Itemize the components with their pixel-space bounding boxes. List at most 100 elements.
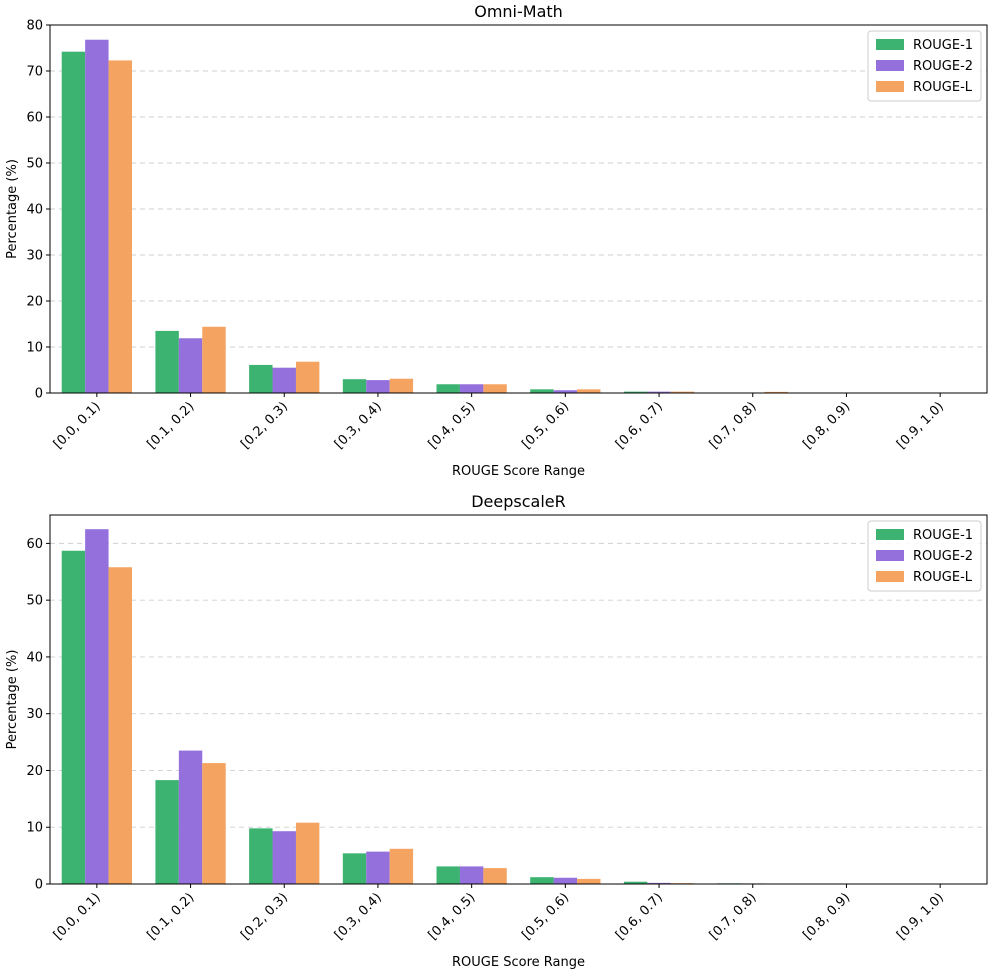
x-axis-label: ROUGE Score Range xyxy=(452,464,585,479)
x-tick-label: [0.6, 0.7) xyxy=(613,399,666,452)
bar-rouge-2-4 xyxy=(366,380,390,393)
bar-rouge-l-4 xyxy=(389,848,414,884)
legend-label-rouge-1: ROUGE-1 xyxy=(913,528,973,543)
y-tick-label: 50 xyxy=(26,594,43,609)
x-tick-label: [0.0, 0.1) xyxy=(51,399,104,452)
legend-swatch-rouge-l xyxy=(876,571,904,582)
bar-rouge-l-5 xyxy=(483,384,507,393)
legend: ROUGE-1 ROUGE-2 ROUGE-L xyxy=(867,30,982,102)
bar-rouge-1-1 xyxy=(61,550,86,884)
legend-swatch-rouge-2 xyxy=(876,550,904,561)
chart-panel-1: 0 10 20 30 40 50 60 70 80 [0.0, 0.1) [0.1, 0.2) [0.… xyxy=(5,2,988,479)
y-tick-label: 30 xyxy=(26,249,43,264)
y-tick-label: 30 xyxy=(26,707,43,722)
bar-rouge-1-2 xyxy=(155,780,179,884)
y-tick-label: 20 xyxy=(26,764,43,779)
y-tick-label: 10 xyxy=(26,821,43,836)
y-tick-label: 50 xyxy=(26,157,43,172)
x-tick-label: [0.8, 0.9) xyxy=(800,890,853,943)
x-tick-label: [0.1, 0.2) xyxy=(145,399,198,452)
bar-rouge-1-4 xyxy=(342,853,367,884)
y-tick-label: 40 xyxy=(26,650,43,665)
legend: ROUGE-1 ROUGE-2 ROUGE-L xyxy=(867,520,982,592)
bar-rouge-2-1 xyxy=(85,529,109,884)
bar-rouge-l-7 xyxy=(670,391,695,393)
bar-rouge-1-3 xyxy=(249,364,273,393)
legend-label-rouge-l: ROUGE-L xyxy=(913,80,973,95)
x-axis-label: ROUGE Score Range xyxy=(452,955,585,970)
bar-rouge-1-5 xyxy=(436,866,460,884)
y-tick-label: 80 xyxy=(26,19,43,34)
y-tick-label: 40 xyxy=(26,203,43,218)
bar-rouge-l-3 xyxy=(295,361,320,393)
x-tick-label: [0.9, 1.0) xyxy=(894,399,947,452)
bar-rouge-l-6 xyxy=(577,389,601,393)
x-tick-label: [0.6, 0.7) xyxy=(613,890,666,943)
y-tick-label: 0 xyxy=(35,387,43,402)
bar-rouge-1-6 xyxy=(530,389,554,393)
bar-rouge-l-6 xyxy=(577,878,601,884)
bar-rouge-1-2 xyxy=(155,330,179,393)
bar-rouge-2-3 xyxy=(272,831,296,884)
bar-rouge-2-2 xyxy=(178,750,203,884)
chart-title: Omni-Math xyxy=(474,2,563,21)
legend-label-rouge-2: ROUGE-2 xyxy=(913,549,973,564)
bar-rouge-l-2 xyxy=(202,326,226,393)
x-tick-label: [0.2, 0.3) xyxy=(238,399,291,452)
y-tick-label: 70 xyxy=(26,65,43,80)
bar-rouge-1-7 xyxy=(623,391,648,393)
x-tick-label: [0.4, 0.5) xyxy=(426,399,479,452)
bar-rouge-2-2 xyxy=(178,338,203,393)
y-tick-label: 60 xyxy=(26,537,43,552)
x-tick-label: [0.2, 0.3) xyxy=(238,890,291,943)
x-tick-label: [0.4, 0.5) xyxy=(426,890,479,943)
x-tick-label: [0.9, 1.0) xyxy=(894,890,947,943)
y-tick-label: 20 xyxy=(26,295,43,310)
bar-rouge-2-3 xyxy=(272,367,296,393)
x-tick-label: [0.7, 0.8) xyxy=(707,399,760,452)
bar-rouge-l-5 xyxy=(483,868,507,884)
bar-rouge-1-5 xyxy=(436,384,460,393)
legend-swatch-rouge-l xyxy=(876,81,904,92)
plot-frame xyxy=(49,514,988,885)
y-axis-label: Percentage (%) xyxy=(5,159,20,259)
bar-rouge-1-3 xyxy=(249,828,273,884)
bar-rouge-1-4 xyxy=(342,379,367,393)
bar-rouge-2-7 xyxy=(647,882,671,884)
bar-rouge-2-5 xyxy=(459,384,484,393)
bar-rouge-1-1 xyxy=(61,51,86,394)
chart-title: DeepscaleR xyxy=(471,492,566,511)
x-tick-label: [0.7, 0.8) xyxy=(707,890,760,943)
y-axis-label: Percentage (%) xyxy=(5,650,20,750)
bar-rouge-2-5 xyxy=(459,866,484,884)
legend-label-rouge-1: ROUGE-1 xyxy=(913,38,973,53)
legend-swatch-rouge-1 xyxy=(876,529,904,540)
y-tick-label: 60 xyxy=(26,111,43,126)
bar-rouge-l-3 xyxy=(295,822,320,884)
x-tick-label: [0.8, 0.9) xyxy=(800,399,853,452)
bar-rouge-2-6 xyxy=(553,390,578,393)
y-tick-label: 10 xyxy=(26,341,43,356)
bar-rouge-2-4 xyxy=(366,851,390,884)
bar-rouge-2-7 xyxy=(647,391,671,393)
bar-rouge-1-7 xyxy=(623,881,648,884)
bar-rouge-l-4 xyxy=(389,378,414,393)
y-tick-label: 0 xyxy=(35,878,43,893)
x-tick-label: [0.0, 0.1) xyxy=(51,890,104,943)
bar-rouge-l-2 xyxy=(202,763,226,884)
legend-label-rouge-l: ROUGE-L xyxy=(913,570,973,585)
bar-rouge-l-1 xyxy=(108,567,132,884)
x-tick-label: [0.1, 0.2) xyxy=(145,890,198,943)
bar-rouge-2-6 xyxy=(553,877,578,884)
legend-swatch-rouge-2 xyxy=(876,60,904,71)
x-tick-label: [0.5, 0.6) xyxy=(519,890,572,943)
bar-rouge-l-1 xyxy=(108,60,132,394)
bar-rouge-1-6 xyxy=(530,877,554,884)
legend-label-rouge-2: ROUGE-2 xyxy=(913,59,973,74)
bar-rouge-2-1 xyxy=(85,39,109,393)
x-tick-label: [0.5, 0.6) xyxy=(519,399,572,452)
legend-swatch-rouge-1 xyxy=(876,39,904,50)
x-tick-label: [0.3, 0.4) xyxy=(332,399,385,452)
bar-rouge-l-8 xyxy=(764,391,788,393)
